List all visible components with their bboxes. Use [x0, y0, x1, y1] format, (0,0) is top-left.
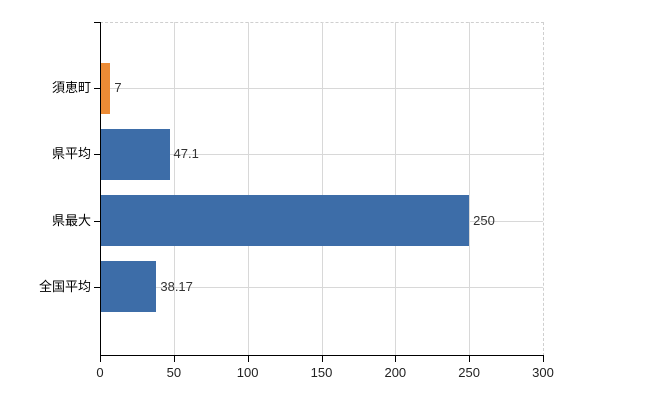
category-tick	[94, 88, 100, 89]
x-tick-label: 150	[310, 365, 333, 380]
bar-value-label: 7	[114, 80, 122, 95]
bar-value-label: 47.1	[173, 146, 199, 162]
x-tick-label: 300	[532, 365, 554, 380]
bar	[100, 62, 111, 114]
bar-value-label: 38.17	[160, 278, 193, 294]
bar	[100, 261, 157, 313]
category-tick	[94, 220, 100, 222]
category-label: 須恵町	[51, 80, 91, 95]
y-axis-line	[100, 22, 101, 356]
x-axis-tick	[247, 355, 249, 362]
vertical-gridline	[395, 22, 397, 355]
horizontal-gridline	[100, 88, 543, 89]
vertical-gridline	[247, 22, 249, 355]
category-tick	[94, 286, 100, 288]
bar-value-label: 250	[473, 212, 495, 228]
y-axis-top-tick	[94, 22, 100, 23]
category-label: 全国平均	[38, 278, 91, 294]
bar	[100, 195, 470, 247]
x-axis-tick	[100, 355, 101, 362]
x-tick-label: 0	[96, 365, 104, 380]
category-label: 県平均	[51, 146, 91, 162]
x-axis-tick	[321, 355, 323, 362]
x-tick-label: 100	[236, 365, 259, 380]
vertical-gridline	[321, 22, 323, 355]
x-tick-label: 250	[458, 365, 480, 380]
category-label: 県最大	[51, 212, 91, 228]
x-tick-label: 200	[384, 365, 407, 380]
vertical-gridline	[469, 22, 471, 355]
bar	[100, 128, 170, 180]
vertical-gridline	[173, 22, 175, 355]
x-tick-label: 50	[166, 365, 182, 380]
horizontal-gridline	[100, 286, 543, 288]
x-axis-tick	[469, 355, 471, 362]
x-axis-tick	[543, 355, 544, 362]
horizontal-gridline	[100, 154, 543, 156]
x-axis-tick	[173, 355, 175, 362]
category-tick	[94, 154, 100, 156]
x-axis-tick	[395, 355, 397, 362]
